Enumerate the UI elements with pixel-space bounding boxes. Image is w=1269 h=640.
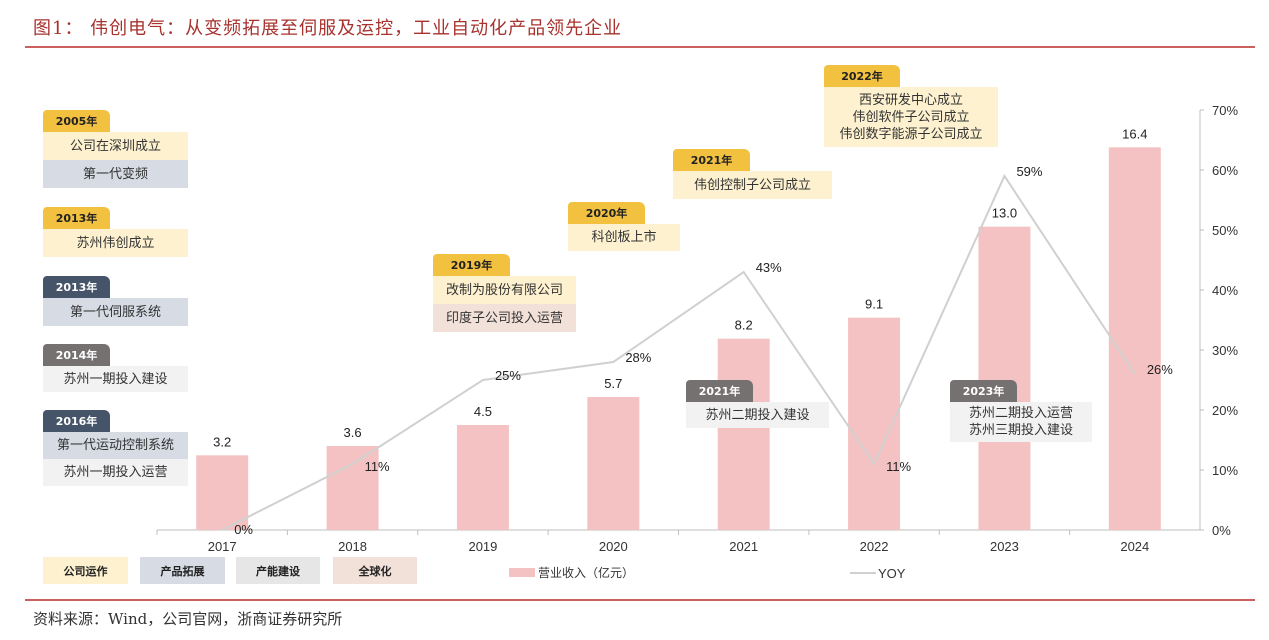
revenue-label: 8.2 — [735, 318, 753, 333]
revenue-yoy-chart: 2017 2018 2019 2020 2021 2022 2023 2024 0% 10% 20%… — [156, 103, 1238, 581]
revenue-label: 5.7 — [604, 376, 622, 391]
yoy-point — [352, 463, 354, 465]
annotation-item: 公司在深圳成立 — [43, 132, 188, 160]
revenue-label: 13.0 — [992, 206, 1017, 221]
right-y-tick-label: 40% — [1212, 283, 1238, 298]
right-y-tick-label: 60% — [1212, 163, 1238, 178]
yoy-line — [221, 173, 1136, 531]
right-y-tick-label: 50% — [1212, 223, 1238, 238]
yoy-point — [482, 379, 484, 381]
annotation-item: 第一代伺服系统 — [43, 298, 188, 326]
revenue-bar — [456, 425, 509, 530]
annotation-year: 2021年 — [686, 380, 753, 402]
annotation-year: 2005年 — [43, 110, 110, 132]
revenue-bar — [1108, 147, 1161, 531]
annotation-item: 苏州伟创成立 — [43, 229, 188, 257]
annotation-item: 伟创数字能源子公司成立 — [839, 126, 983, 142]
yoy-label: 26% — [1147, 362, 1173, 377]
revenue-label: 3.6 — [344, 425, 362, 440]
x-tick-label: 2019 — [468, 539, 497, 554]
revenue-bar — [717, 338, 770, 530]
annotation-year: 2013年 — [43, 276, 110, 298]
yoy-label: 43% — [756, 260, 782, 275]
yoy-label: 25% — [495, 368, 521, 383]
legend-yoy-label: YOY — [878, 566, 906, 581]
legend-revenue-swatch — [509, 568, 535, 577]
legend-company-ops: 公司运作 — [43, 557, 128, 584]
x-tick-label: 2024 — [1120, 539, 1149, 554]
annotation-items: 苏州二期投入运营 苏州三期投入建设 — [950, 402, 1092, 442]
revenue-bar — [326, 446, 379, 530]
yoy-point — [873, 463, 875, 465]
annotation-year: 2016年 — [43, 410, 110, 432]
x-tick-label: 2021 — [729, 539, 758, 554]
annotation-year: 2023年 — [950, 380, 1017, 402]
annotation-year: 2021年 — [673, 149, 750, 171]
annotation-item: 伟创控制子公司成立 — [673, 171, 832, 199]
x-tick-label: 2017 — [208, 539, 237, 554]
annotation-year: 2020年 — [568, 202, 645, 224]
annotation-item: 苏州二期投入建设 — [686, 402, 829, 428]
yoy-label: 0% — [234, 522, 253, 537]
source-note: 资料来源：Wind，公司官网，浙商证券研究所 — [33, 610, 343, 628]
annotation-year: 2019年 — [433, 254, 510, 276]
yoy-point — [612, 361, 614, 363]
annotation-item: 苏州二期投入运营 — [968, 406, 1073, 421]
x-tick-label: 2018 — [338, 539, 367, 554]
revenue-label: 4.5 — [474, 404, 492, 419]
annotation-item: 第一代运动控制系统 — [43, 432, 188, 459]
yoy-point — [1134, 373, 1136, 375]
x-tick-label: 2022 — [860, 539, 889, 554]
yoy-point — [221, 529, 223, 531]
right-y-tick-label: 20% — [1212, 403, 1238, 418]
annotation-year: 2013年 — [43, 207, 110, 229]
annotation-item: 苏州一期投入运营 — [43, 459, 188, 486]
annotation-item: 苏州一期投入建设 — [43, 366, 188, 392]
right-y-tick-label: 0% — [1212, 523, 1231, 538]
revenue-bar — [196, 455, 249, 530]
yoy-label: 11% — [886, 459, 911, 474]
x-tick-label: 2020 — [599, 539, 628, 554]
annotation-item: 科创板上市 — [568, 224, 680, 251]
right-y-tick-label: 70% — [1212, 103, 1238, 118]
legend-revenue-label: 营业收入（亿元） — [538, 565, 634, 580]
annotation-items: 西安研发中心成立 伟创软件子公司成立 伟创数字能源子公司成立 — [824, 87, 998, 147]
legend-product: 产品拓展 — [140, 557, 225, 584]
legend-global: 全球化 — [333, 557, 417, 584]
annotation-item: 伟创软件子公司成立 — [852, 109, 970, 125]
yoy-label: 59% — [1016, 164, 1042, 179]
yoy-point — [743, 271, 745, 273]
right-y-tick-label: 30% — [1212, 343, 1238, 358]
legend-capacity: 产能建设 — [236, 557, 320, 584]
yoy-label: 28% — [625, 350, 651, 365]
title-rule — [25, 46, 1255, 48]
footer-rule — [25, 599, 1255, 601]
revenue-label: 9.1 — [865, 297, 883, 312]
yoy-label: 11% — [365, 459, 390, 474]
annotation-item: 印度子公司投入运营 — [433, 304, 576, 332]
annotation-item: 第一代变频 — [43, 160, 188, 188]
annotation-item: 西安研发中心成立 — [858, 92, 963, 108]
annotation-year: 2022年 — [824, 65, 900, 87]
x-tick-label: 2023 — [990, 539, 1019, 554]
right-y-tick-label: 10% — [1212, 463, 1238, 478]
revenue-bar — [587, 397, 640, 530]
figure-title: 图1： 伟创电气：从变频拓展至伺服及运控，工业自动化产品领先企业 — [33, 18, 623, 39]
annotation-item: 苏州三期投入建设 — [968, 423, 1073, 438]
annotation-item: 改制为股份有限公司 — [433, 276, 576, 304]
revenue-label: 16.4 — [1122, 126, 1147, 141]
yoy-point — [1003, 175, 1005, 177]
annotation-year: 2014年 — [43, 344, 110, 366]
revenue-bar — [978, 226, 1031, 530]
revenue-label: 3.2 — [213, 434, 231, 449]
